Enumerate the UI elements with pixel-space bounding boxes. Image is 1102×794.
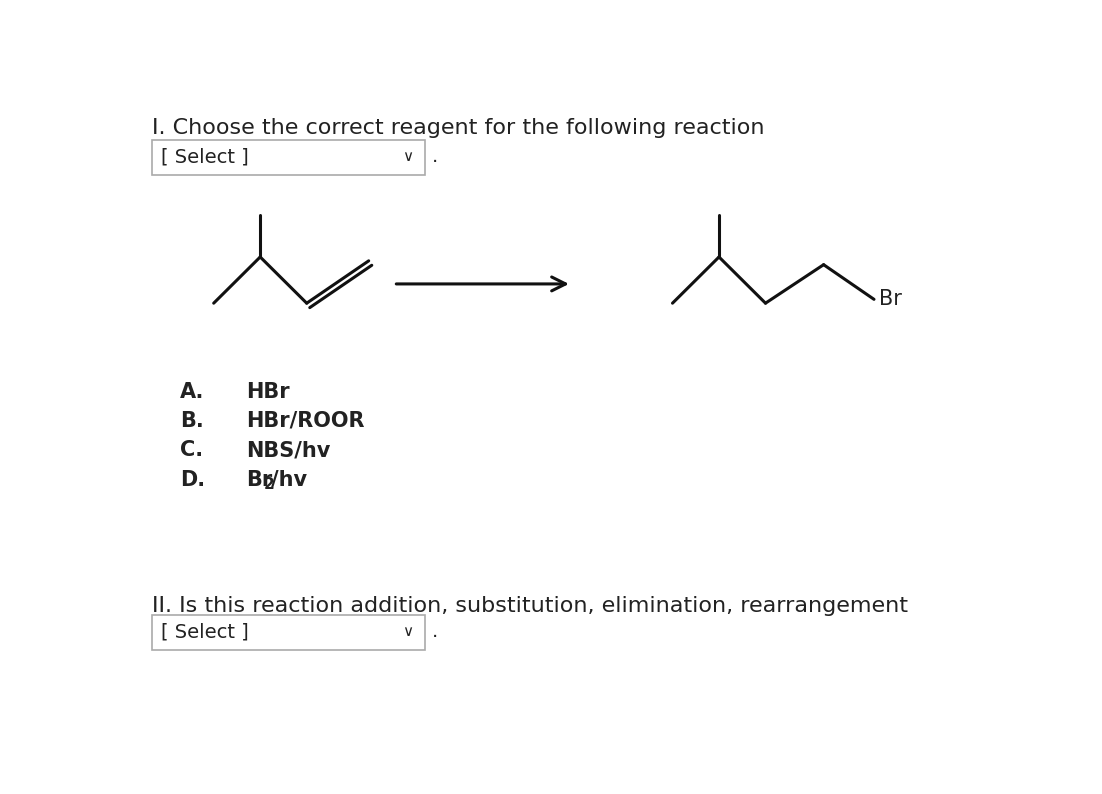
Text: Br: Br (878, 289, 901, 310)
Text: [ Select ]: [ Select ] (161, 622, 249, 642)
Text: /hv: /hv (271, 469, 307, 490)
Bar (152, 140, 424, 175)
Text: II. Is this reaction addition, substitution, elimination, rearrangement: II. Is this reaction addition, substitut… (152, 596, 908, 616)
Text: .: . (432, 148, 439, 167)
Text: NBS/hv: NBS/hv (246, 440, 331, 461)
Text: C.: C. (181, 440, 204, 461)
Text: HBr: HBr (246, 382, 290, 402)
Text: [ Select ]: [ Select ] (161, 148, 249, 167)
Text: ∨: ∨ (402, 149, 413, 164)
Text: HBr/ROOR: HBr/ROOR (246, 411, 365, 431)
Text: B.: B. (181, 411, 204, 431)
Text: ∨: ∨ (402, 624, 413, 639)
Text: 2: 2 (263, 476, 274, 491)
Text: Br: Br (246, 469, 272, 490)
Text: A.: A. (181, 382, 205, 402)
FancyArrowPatch shape (397, 277, 565, 291)
Bar (152, 615, 424, 649)
Text: .: . (432, 622, 439, 642)
Text: I. Choose the correct reagent for the following reaction: I. Choose the correct reagent for the fo… (152, 118, 764, 138)
Text: D.: D. (181, 469, 205, 490)
